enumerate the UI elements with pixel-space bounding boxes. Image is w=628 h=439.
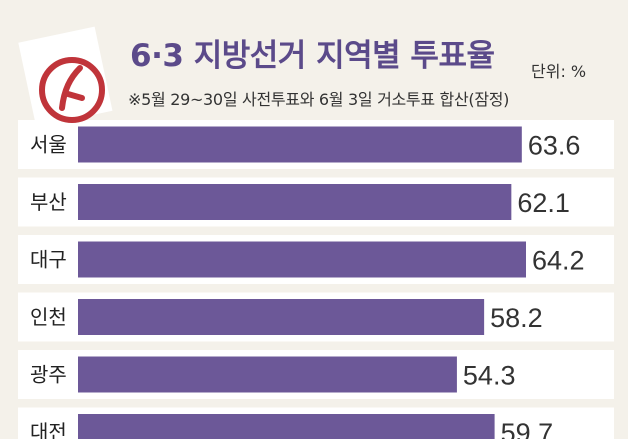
value-label: 58.2 xyxy=(490,303,543,333)
value-label: 59.7 xyxy=(501,418,554,439)
unit-label: 단위: % xyxy=(531,62,587,81)
value-label: 62.1 xyxy=(517,188,570,218)
stamp-ring xyxy=(39,57,105,123)
ballot-stamp-icon xyxy=(18,26,113,127)
category-label: 부산 xyxy=(30,190,67,214)
bar xyxy=(78,184,512,220)
value-label: 63.6 xyxy=(528,131,581,161)
bar xyxy=(78,299,485,335)
stamp-mark xyxy=(59,65,85,111)
bar xyxy=(78,356,457,393)
category-label: 서울 xyxy=(30,133,67,157)
category-label: 광주 xyxy=(30,363,67,387)
category-label: 대구 xyxy=(30,248,67,272)
bar xyxy=(78,126,522,163)
chart-title: 6·3 지방선거 지역별 투표율 xyxy=(130,38,495,74)
category-label: 대전 xyxy=(30,420,67,439)
value-label: 64.2 xyxy=(532,246,585,276)
value-label: 54.3 xyxy=(463,361,516,391)
bar xyxy=(78,241,526,278)
chart-subtitle: ※5월 29~30일 사전투표와 6월 3일 거소투표 합산(잠정) xyxy=(128,90,510,109)
category-label: 인천 xyxy=(30,305,67,329)
bar xyxy=(78,414,495,439)
